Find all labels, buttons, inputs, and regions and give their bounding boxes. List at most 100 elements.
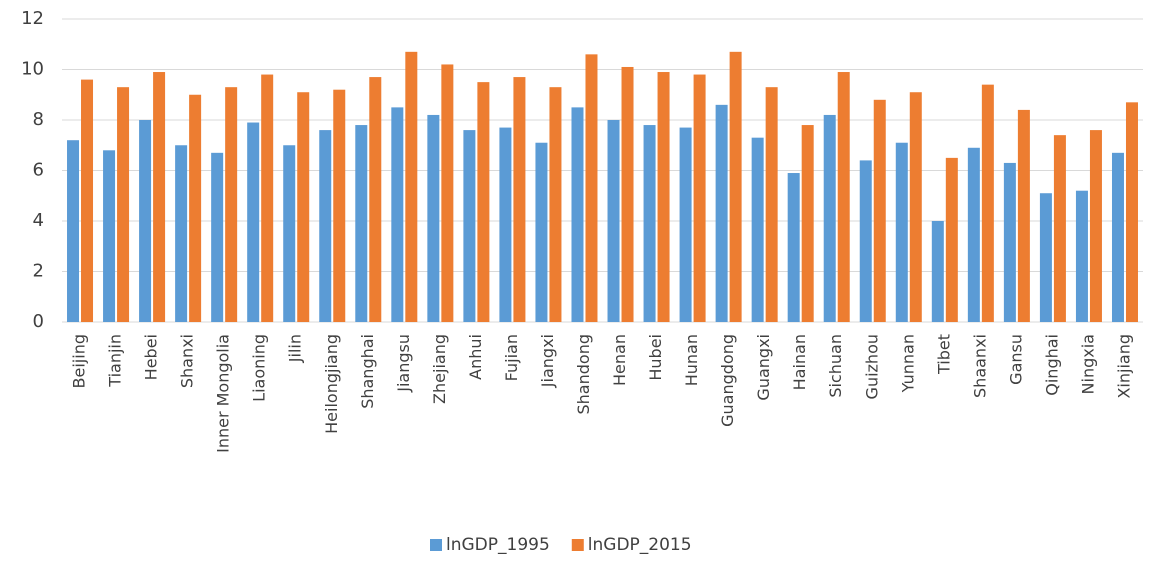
bar [1111,152,1124,322]
x-tick-label: Anhui [466,334,485,380]
x-tick-label: Jilin [286,334,305,363]
bar [801,125,814,322]
bar [355,125,368,322]
bar [765,87,778,322]
bar [189,94,202,322]
bar [549,87,562,322]
bar [247,122,260,323]
bar [319,130,332,322]
bar [715,104,728,322]
legend-label: lnGDP_2015 [588,535,692,555]
bar [1053,135,1066,322]
bar [67,140,80,322]
x-tick-label: Liaoning [250,334,269,402]
x-tick-label: Guangdong [718,334,737,427]
x-tick-label: Shandong [574,334,593,414]
y-tick-label: 2 [33,261,44,282]
x-tick-label: Tianjin [106,334,125,388]
x-tick-label: Sichuan [826,334,845,398]
bar [81,79,94,322]
bar [571,107,584,322]
bar [211,152,224,322]
x-tick-label: Shanghai [358,334,377,409]
bar [477,82,490,322]
bar [751,137,764,322]
bar [823,114,836,322]
x-tick-label: Hubei [646,334,665,381]
bar [391,107,404,322]
legend-label: lnGDP_1995 [446,535,550,555]
bar [787,173,800,322]
x-tick-label: Tibet [934,334,953,375]
x-tick-label: Inner Mongolia [214,334,233,453]
bar [153,72,166,323]
bar [117,87,130,322]
bar [427,114,440,322]
x-tick-label: Hebei [142,334,161,380]
x-tick-label: Jiangsu [394,334,413,393]
bar [405,51,418,322]
bar [1017,109,1030,323]
x-tick-label: Xinjiang [1114,334,1133,399]
bar [657,72,670,323]
bar [441,64,454,322]
legend-swatch [430,539,442,551]
bar [297,92,310,322]
bar [859,160,872,322]
bar [895,142,908,322]
bar [585,54,598,322]
bar [837,72,850,323]
bar [139,120,152,322]
bar [945,157,958,322]
bar [499,127,512,322]
bar [729,51,742,322]
bar [643,125,656,322]
legend-swatch [571,539,584,551]
x-tick-label: Hainan [790,334,809,390]
bar [967,147,980,322]
bar [283,145,296,322]
bar [535,142,548,322]
x-tick-label: Shanxi [178,334,197,388]
x-tick-label: Henan [610,334,629,386]
bar [175,145,188,322]
y-tick-label: 12 [21,8,44,29]
x-tick-label: Shaanxi [970,334,989,398]
x-tick-label: Hunan [682,334,701,386]
x-tick-label: Beijing [70,334,89,388]
bar [261,74,274,322]
bar [909,92,922,322]
bar [225,87,238,322]
x-tick-label: Fujian [502,334,521,381]
bar [103,150,116,322]
y-tick-label: 4 [33,210,44,231]
bar [607,120,620,322]
bar [1039,193,1052,322]
x-tick-label: Jiangxi [538,334,557,388]
bar [1125,102,1138,322]
y-tick-label: 6 [33,160,44,181]
x-tick-label: Qinghai [1042,334,1061,396]
bar [1075,190,1088,322]
x-tick-label: Heilongjiang [322,334,341,434]
bar [513,77,526,322]
bar [333,89,346,322]
bar [1089,130,1102,322]
bar [981,84,994,323]
x-tick-label: Yunnan [898,334,917,393]
x-tick-label: Zhejiang [430,334,449,404]
bar [1003,162,1016,322]
bar [463,130,476,322]
y-tick-label: 8 [33,109,44,130]
bar [693,74,706,322]
bar [621,66,634,322]
bar [931,221,944,322]
bar [873,99,886,322]
y-tick-label: 10 [21,59,44,80]
x-tick-label: Gansu [1006,334,1025,385]
bar [369,77,382,322]
x-tick-label: Ningxia [1078,334,1097,394]
bar [679,127,692,322]
x-tick-label: Guizhou [862,334,881,399]
